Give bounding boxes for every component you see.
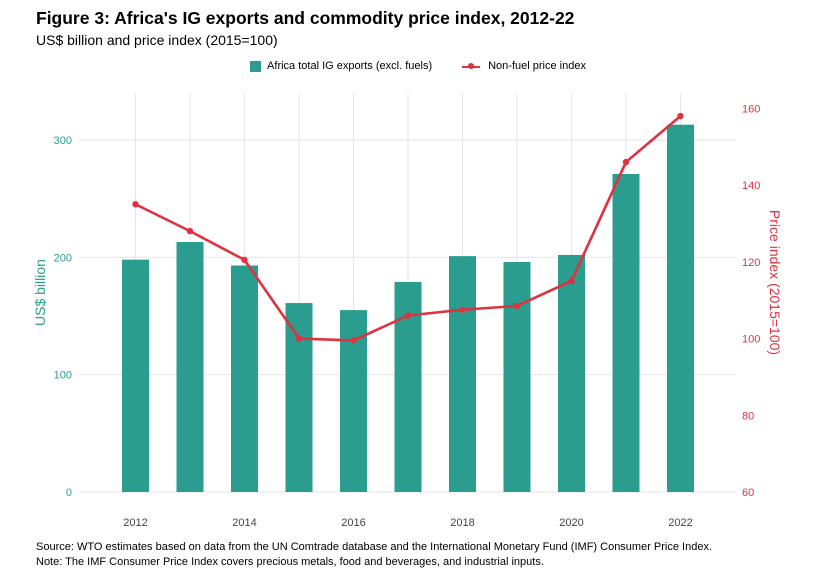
bar-exports xyxy=(285,303,313,492)
point-price-index xyxy=(677,112,684,120)
legend-item-exports: Africa total IG exports (excl. fuels) xyxy=(250,60,432,72)
legend-bar-swatch xyxy=(250,60,262,72)
legend: Africa total IG exports (excl. fuels) No… xyxy=(0,60,836,72)
y-left-tick-label: 100 xyxy=(54,370,72,382)
point-price-index xyxy=(404,312,412,319)
y-right-tick-label: 160 xyxy=(742,103,760,115)
point-price-index xyxy=(132,201,139,208)
methodology-note: Note: The IMF Consumer Price Index cover… xyxy=(36,556,544,568)
point-price-index xyxy=(513,302,521,310)
legend-line-swatch xyxy=(460,61,482,72)
legend-item-price-index: Non-fuel price index xyxy=(460,60,586,72)
x-tick-label: 2012 xyxy=(123,517,147,529)
y-left-tick-label: 0 xyxy=(66,487,72,499)
y-left-axis-title: US$ billion xyxy=(32,259,48,326)
bar-exports xyxy=(612,173,640,493)
point-price-index xyxy=(622,158,630,166)
y-right-tick-label: 140 xyxy=(742,180,760,192)
x-tick-label: 2020 xyxy=(559,517,583,529)
bar-exports xyxy=(558,254,585,492)
source-note: Source: WTO estimates based on data from… xyxy=(36,541,713,553)
x-tick-label: 2018 xyxy=(450,517,474,529)
x-tick-label: 2016 xyxy=(341,517,365,529)
chart-title: Figure 3: Africa's IG exports and commod… xyxy=(36,8,575,28)
bar-exports xyxy=(231,265,258,492)
bar-exports xyxy=(503,261,531,492)
legend-price-index-label: Non-fuel price index xyxy=(488,60,586,72)
chart-subtitle: US$ billion and price index (2015=100) xyxy=(36,32,278,48)
y-left-tick-label: 300 xyxy=(54,135,72,147)
y-right-tick-label: 100 xyxy=(742,334,760,346)
y-left-tick-label: 200 xyxy=(54,252,72,264)
point-price-index xyxy=(568,277,575,285)
point-price-index xyxy=(295,335,303,342)
point-price-index xyxy=(350,337,357,344)
chart-footer: Source: WTO estimates based on data from… xyxy=(36,540,712,570)
y-right-tick-label: 60 xyxy=(742,487,754,499)
y-right-tick-label: 80 xyxy=(742,410,754,422)
y-right-axis-title: Price index (2015=100) xyxy=(767,210,783,355)
bar-exports xyxy=(449,256,476,492)
y-right-tick-label: 120 xyxy=(742,257,760,269)
bar-exports xyxy=(176,242,204,492)
point-price-index xyxy=(186,227,194,235)
bar-exports xyxy=(122,259,149,492)
point-price-index xyxy=(459,306,466,313)
x-tick-label: 2014 xyxy=(232,517,256,529)
bar-exports xyxy=(667,124,694,492)
point-price-index xyxy=(241,256,248,264)
x-tick-label: 2022 xyxy=(668,517,692,529)
legend-exports-label: Africa total IG exports (excl. fuels) xyxy=(267,60,433,72)
